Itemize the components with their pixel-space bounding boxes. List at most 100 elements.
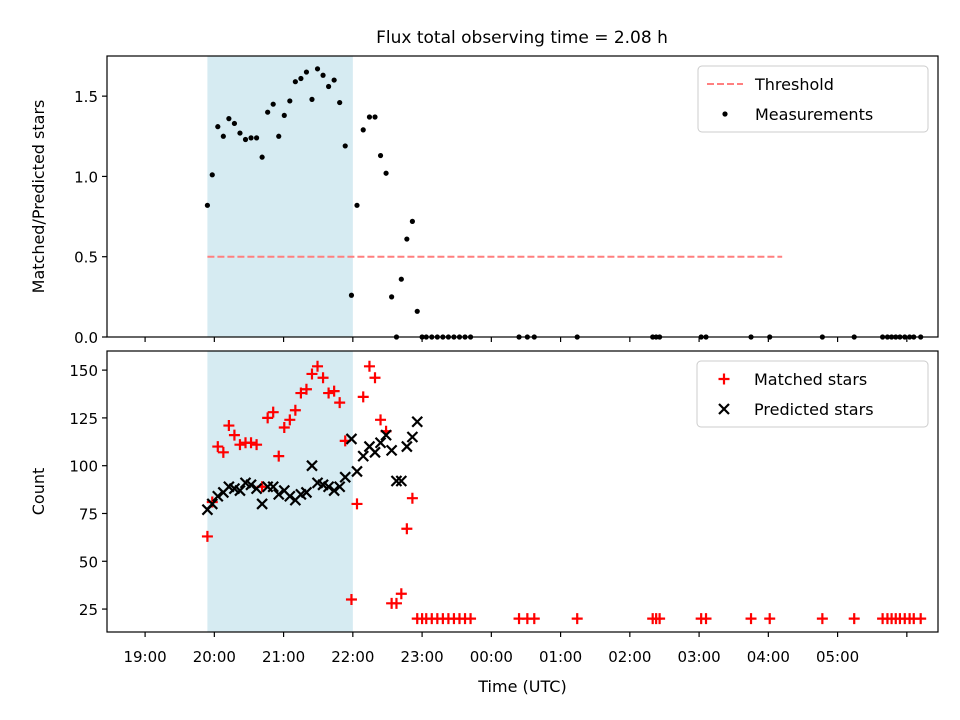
measurement-point (409, 218, 415, 224)
measurement-point (314, 66, 321, 72)
x-axis-label: Time (UTC) (477, 677, 566, 696)
predicted-point (401, 440, 413, 453)
matched-point (289, 404, 301, 416)
ytick-label: 100 (69, 458, 98, 476)
predicted-point (206, 498, 219, 510)
measurement-point (209, 172, 215, 178)
measurement-point (360, 127, 366, 133)
observing-window-top (207, 56, 353, 337)
predicted-point (351, 465, 363, 478)
predicted-point (245, 479, 257, 491)
series-matched-stars (201, 360, 927, 625)
predicted-point (250, 482, 263, 495)
matched-point (312, 360, 324, 372)
matched-point (223, 420, 235, 432)
measurement-point (270, 101, 276, 107)
measurement-point (215, 124, 221, 130)
predicted-point (411, 415, 424, 428)
measurement-point (389, 294, 395, 300)
matched-point (245, 437, 257, 449)
matched-point (363, 360, 375, 372)
ytick-label: 0.5 (74, 249, 98, 267)
axes-frame-bottom (106, 350, 939, 633)
series-measurements (204, 66, 924, 340)
matched-point (816, 613, 828, 625)
xtick-label: 00:00 (470, 648, 513, 666)
ytick-label: 0.0 (74, 329, 98, 347)
predicted-point (300, 486, 313, 499)
matched-point (375, 414, 387, 426)
measurement-point (348, 292, 355, 298)
measurement-point (276, 133, 282, 139)
xtick-label: 04:00 (747, 648, 790, 666)
ytick-label: 1.5 (74, 88, 98, 106)
xtick-label: 05:00 (816, 648, 859, 666)
matched-point (369, 372, 381, 384)
legend-measurement-swatch (722, 111, 728, 117)
measurement-point (281, 112, 287, 119)
ytick-label: 1.0 (74, 168, 98, 186)
measurement-point (226, 116, 232, 122)
matched-point (317, 372, 329, 384)
legend-label: Matched stars (754, 370, 867, 389)
bottom-panel: 25 50 75 100 125 150 19:00 20:00 21:00 22:00 23:00… (29, 350, 939, 696)
y-axis-label: Count (29, 468, 48, 516)
matched-point (700, 613, 712, 625)
legend-label: Threshold (754, 75, 834, 94)
matched-point (234, 439, 246, 451)
predicted-point (380, 429, 392, 441)
matched-point (401, 523, 413, 535)
predicted-point (339, 471, 351, 483)
predicted-point (395, 475, 408, 487)
matched-point (262, 412, 274, 424)
matched-point (228, 429, 240, 441)
measurement-point (298, 75, 304, 82)
legend-matched-swatch (718, 373, 730, 385)
matched-point (306, 368, 318, 380)
measurement-point (326, 83, 332, 90)
measurement-point (383, 170, 389, 176)
predicted-point (328, 484, 340, 497)
xtick-label: 22:00 (331, 648, 374, 666)
legend-bottom: Matched stars Predicted stars (696, 360, 929, 428)
matched-point (267, 406, 279, 418)
legend-top: Threshold Measurements (697, 65, 929, 133)
measurement-point (366, 114, 373, 120)
measurement-point (253, 135, 260, 141)
measurement-point (259, 154, 265, 160)
ytick-label: 25 (79, 601, 98, 619)
measurement-point (354, 202, 360, 208)
matched-point (406, 492, 418, 504)
matched-point (848, 613, 860, 625)
matched-point (465, 613, 477, 625)
predicted-point (267, 480, 279, 493)
measurement-point (342, 143, 348, 149)
predicted-point (357, 450, 370, 462)
measurement-point (231, 120, 238, 127)
matched-point (571, 613, 583, 625)
matched-point (357, 391, 369, 403)
predicted-point (212, 490, 224, 503)
measurement-point (265, 109, 271, 115)
matched-point (278, 421, 290, 433)
measurement-point (320, 72, 326, 78)
predicted-point (406, 431, 419, 443)
matched-point (351, 498, 363, 510)
matched-point (745, 613, 757, 625)
predicted-point (345, 433, 358, 445)
measurement-point (287, 98, 293, 104)
y-axis-label: Matched/Predicted stars (29, 100, 48, 294)
matched-point (217, 446, 229, 458)
predicted-point (385, 444, 398, 457)
legend-label: Predicted stars (754, 400, 874, 419)
axes-frame-top (106, 55, 939, 338)
xtick-label: 02:00 (608, 648, 651, 666)
matched-point (764, 613, 776, 625)
measurement-point (292, 79, 298, 85)
xtick-label: 19:00 (123, 648, 166, 666)
matched-point (300, 383, 312, 395)
chart-title: Flux total observing time = 2.08 h (376, 28, 668, 48)
xtick-label: 21:00 (262, 648, 305, 666)
ytick-label: 50 (79, 553, 98, 571)
matched-point (273, 450, 285, 462)
